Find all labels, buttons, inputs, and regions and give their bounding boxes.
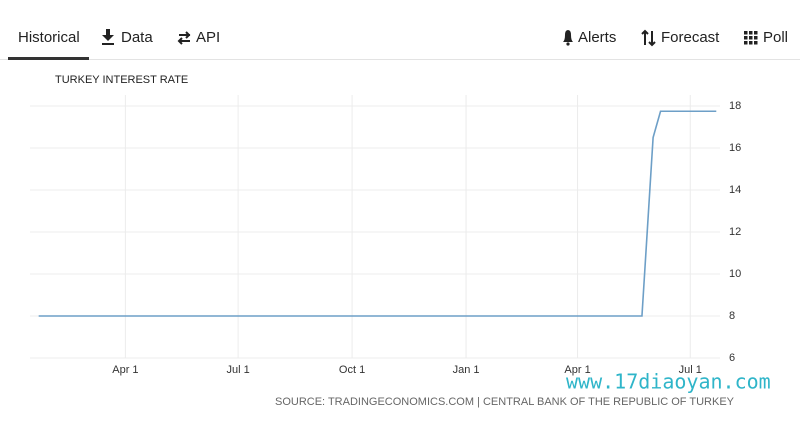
- y-tick-label: 18: [729, 100, 741, 112]
- x-tick-label: Jul 1: [679, 364, 702, 376]
- tab-forecast[interactable]: Forecast: [661, 29, 720, 46]
- active-tab-underline: [8, 57, 89, 60]
- x-tick-label: Apr 1: [112, 364, 138, 376]
- poll-icon: [744, 31, 758, 45]
- tab-poll[interactable]: Poll: [763, 29, 788, 46]
- data-line: [38, 110, 717, 317]
- x-tick-label: Oct 1: [339, 364, 365, 376]
- x-tick-label: Jan 1: [453, 364, 480, 376]
- y-tick-label: 12: [729, 226, 741, 238]
- forecast-icon: [641, 29, 656, 47]
- download-icon: [102, 29, 114, 45]
- watermark: www.17diaoyan.com: [566, 370, 771, 394]
- y-tick-label: 10: [729, 268, 741, 280]
- y-tick-label: 16: [729, 142, 741, 154]
- tab-data[interactable]: Data: [121, 29, 153, 46]
- y-tick-label: 8: [729, 310, 735, 322]
- source: SOURCE: TRADINGECONOMICS.COM | CENTRAL B…: [275, 396, 735, 408]
- y-tick-label: 6: [729, 352, 735, 364]
- x-tick-label: Apr 1: [564, 364, 590, 376]
- api-icon: [177, 31, 191, 45]
- tab-historical[interactable]: Historical: [18, 29, 80, 46]
- tab-alerts[interactable]: Alerts: [578, 29, 616, 46]
- x-tick-label: Jul 1: [226, 364, 249, 376]
- bell-icon: [563, 30, 573, 46]
- chart-title: TURKEY INTEREST RATE: [55, 74, 188, 86]
- y-tick-label: 14: [729, 184, 741, 196]
- tab-api[interactable]: API: [196, 29, 220, 46]
